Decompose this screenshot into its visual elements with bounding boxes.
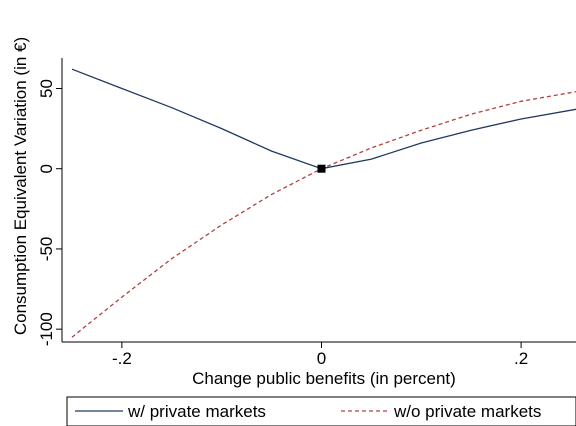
axes [61,58,576,343]
x-axis-title: Change public benefits (in percent) [192,369,456,388]
x-tick-label: -.2 [112,349,132,368]
series-layer [71,68,576,338]
x-tick-label: 0 [317,349,326,368]
series-line-w-private-markets [71,68,576,170]
y-tick-label: -50 [37,237,56,262]
legend: w/ private markets w/o private markets [66,396,576,426]
y-tick-label: -100 [37,312,56,346]
y-tick-label: 0 [37,164,56,173]
legend-box [66,396,576,426]
marker-layer [317,164,326,173]
x-tick-label: .2 [514,349,528,368]
legend-label-w-private-markets: w/ private markets [127,402,266,421]
y-axis-title: Consumption Equivalent Variation (in €) [11,37,30,335]
y-tick-label: 50 [37,79,56,98]
legend-label-wo-private-markets: w/o private markets [393,402,541,421]
series-line-w-o-private-markets [71,91,576,338]
origin-marker [317,164,326,173]
x-ticks: -.2 0 .2 [112,342,528,368]
y-ticks: -100 -50 0 50 [37,79,62,346]
